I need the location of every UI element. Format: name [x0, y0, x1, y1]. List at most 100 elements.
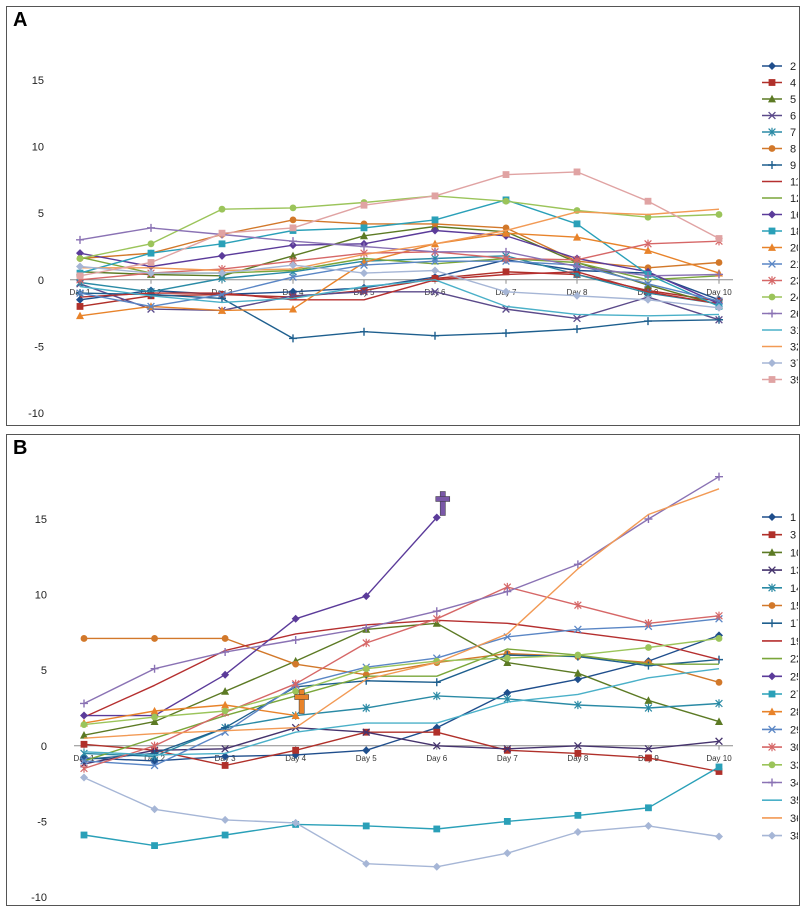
point-37-8	[573, 291, 581, 300]
legend-label-25: 25	[790, 671, 798, 683]
death-cross-25-vertical	[439, 491, 446, 516]
point-10-10	[715, 717, 723, 726]
point-34-10	[715, 472, 723, 481]
point-16-1	[76, 249, 84, 258]
series-39	[76, 168, 723, 280]
series-line-23	[79, 240, 720, 281]
point-28-4	[291, 711, 300, 719]
y-tick-label: 0	[38, 275, 44, 287]
legend-label-33: 33	[790, 760, 798, 772]
series-line-3	[83, 731, 720, 773]
point-18-3	[218, 240, 226, 248]
point-34-4	[291, 635, 300, 644]
series-37	[76, 261, 723, 312]
point-9-6	[431, 331, 439, 340]
point-21-3	[218, 290, 226, 299]
legend-label-12: 12	[790, 193, 798, 205]
point-9-10	[715, 315, 723, 324]
point-33-1	[80, 721, 88, 729]
legend-label-28: 28	[790, 707, 798, 719]
point-8-4	[289, 216, 297, 224]
point-3-6	[433, 728, 441, 736]
point-34-5	[362, 623, 371, 632]
point-38-6	[432, 862, 441, 871]
series-line-28	[83, 704, 296, 724]
point-33-3	[221, 707, 229, 715]
series-line-25	[84, 517, 438, 717]
legend-marker-26	[768, 309, 776, 318]
series-31	[79, 279, 720, 317]
point-14-6	[432, 691, 441, 701]
point-6-5	[360, 287, 368, 296]
legend-label-4: 4	[790, 78, 796, 90]
legend-marker-39	[768, 376, 776, 383]
legend-label-8: 8	[790, 144, 796, 156]
point-33-4	[292, 687, 300, 695]
legend-label-38: 38	[790, 831, 798, 843]
y-tick-label: -10	[31, 892, 47, 904]
point-24-4	[289, 204, 297, 212]
point-29-2	[150, 761, 159, 770]
y-tick-label: 10	[32, 142, 44, 154]
panel-a-label: A	[13, 9, 28, 31]
series-19	[83, 619, 720, 718]
series-line-14	[83, 695, 720, 758]
panel-b-label: B	[13, 437, 28, 459]
legend-label-22: 22	[790, 654, 798, 666]
point-39-8	[573, 168, 581, 176]
legend-marker-21	[768, 260, 776, 268]
legend-label-20: 20	[790, 243, 798, 255]
series-33	[80, 635, 723, 729]
point-15-2	[151, 635, 158, 642]
legend-marker-15	[768, 602, 776, 609]
legend-label-19: 19	[790, 636, 798, 648]
point-39-10	[715, 235, 723, 242]
point-16-3	[218, 251, 226, 260]
point-30-6	[432, 614, 441, 623]
legend-marker-37	[768, 359, 776, 367]
point-34-9	[644, 515, 653, 523]
point-13-6	[432, 741, 441, 750]
point-30-1	[80, 764, 88, 773]
point-9-7	[502, 329, 510, 338]
point-9-5	[360, 327, 368, 336]
point-9-9	[644, 317, 652, 326]
series-38	[80, 773, 723, 871]
series-15	[80, 635, 723, 686]
point-21-6	[431, 257, 439, 266]
point-38-8	[573, 827, 582, 836]
point-27-7	[503, 818, 511, 825]
point-15-10	[715, 678, 723, 686]
series-line-39	[79, 171, 720, 277]
point-33-7	[503, 654, 511, 662]
point-21-5	[360, 261, 368, 270]
point-6-8	[573, 314, 581, 323]
y-tick-label: 0	[41, 741, 47, 753]
y-tick-label: 10	[35, 590, 47, 602]
series-30	[80, 582, 723, 773]
legend-label-10: 10	[790, 547, 798, 559]
point-30-2	[150, 741, 159, 750]
legend-marker-9	[768, 161, 776, 169]
point-26-7	[502, 247, 510, 256]
series-22	[83, 648, 719, 762]
legend-label-6: 6	[790, 111, 796, 123]
point-39-5	[360, 201, 368, 209]
point-9-2	[147, 290, 155, 299]
point-38-3	[221, 815, 230, 824]
point-39-3	[218, 229, 226, 237]
death-cross-28-vertical	[298, 689, 305, 714]
series-36	[83, 488, 720, 739]
series-line-11	[79, 271, 720, 305]
point-26-2	[147, 223, 155, 232]
series-line-34	[83, 476, 720, 705]
death-cross-28	[294, 689, 309, 714]
legend-label-17: 17	[790, 618, 798, 630]
legend-label-37: 37	[790, 358, 798, 370]
point-1-5	[362, 746, 371, 755]
point-3-1	[80, 740, 88, 748]
legend-marker-8	[768, 145, 776, 152]
legend-marker-29	[768, 725, 776, 734]
